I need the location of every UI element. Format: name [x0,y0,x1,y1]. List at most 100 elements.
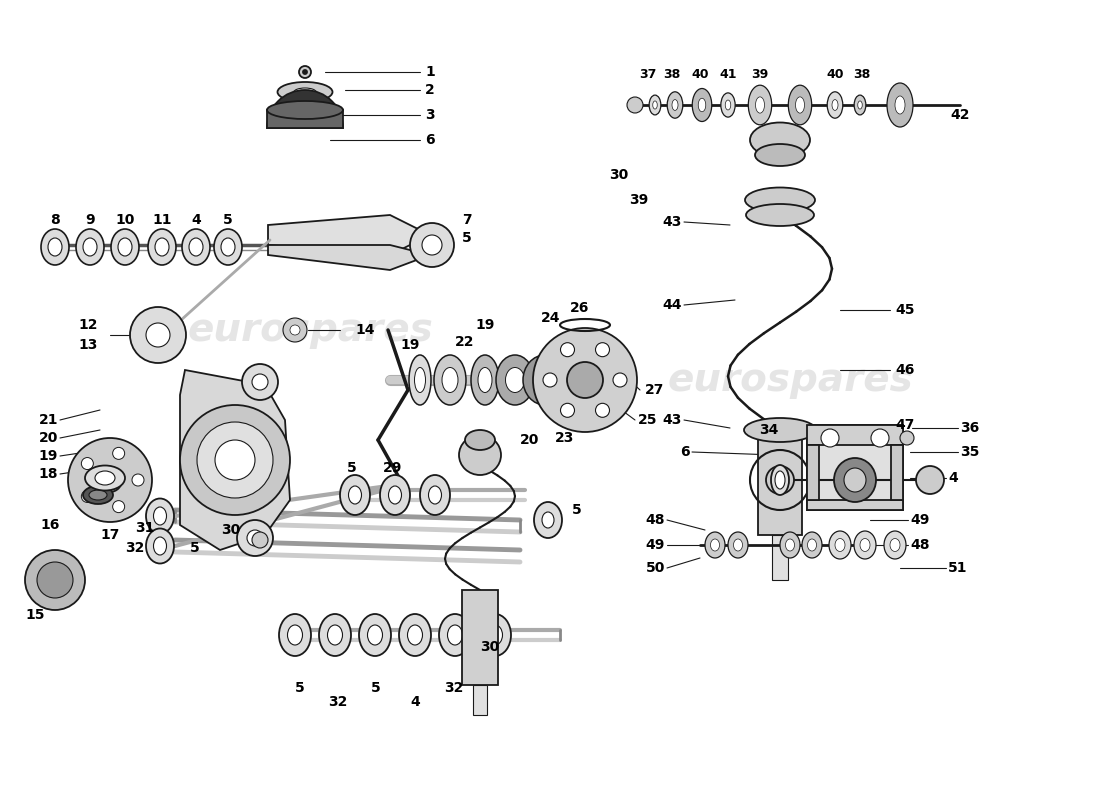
Circle shape [146,323,170,347]
Ellipse shape [407,625,422,645]
Circle shape [482,610,498,626]
Text: 2: 2 [425,83,435,97]
Bar [462,590,498,685]
Text: 19: 19 [39,449,58,463]
Text: eurospares: eurospares [667,361,913,399]
Ellipse shape [434,355,466,405]
Text: 6: 6 [425,133,435,147]
Ellipse shape [734,539,742,551]
Text: 26: 26 [570,301,590,315]
Text: 38: 38 [854,69,870,82]
Circle shape [25,550,85,610]
Circle shape [81,490,94,502]
Text: 51: 51 [948,561,968,575]
Bar [807,425,903,445]
Ellipse shape [146,529,174,563]
Circle shape [821,429,839,447]
Text: 21: 21 [39,413,58,427]
Circle shape [561,403,574,418]
Circle shape [543,373,557,387]
Circle shape [595,342,609,357]
Ellipse shape [829,531,851,559]
Circle shape [197,422,273,498]
Ellipse shape [279,614,311,656]
Ellipse shape [854,95,866,115]
Text: 5: 5 [572,503,582,517]
Ellipse shape [367,625,383,645]
Circle shape [130,307,186,363]
Ellipse shape [429,486,441,504]
Text: 48: 48 [910,538,930,552]
Text: 6: 6 [681,445,690,459]
Text: 5: 5 [348,461,356,475]
Ellipse shape [668,92,683,118]
Text: 27: 27 [645,383,664,397]
Ellipse shape [359,614,390,656]
Ellipse shape [835,538,845,551]
Ellipse shape [755,144,805,166]
Ellipse shape [785,539,794,551]
Ellipse shape [807,539,816,551]
Text: 49: 49 [646,538,666,552]
Text: 20: 20 [520,433,540,447]
Ellipse shape [890,538,900,551]
Text: 32: 32 [125,541,145,555]
Text: 5: 5 [223,213,233,227]
Ellipse shape [711,539,719,551]
Text: 25: 25 [638,413,658,427]
Circle shape [566,362,603,398]
Circle shape [112,447,124,459]
Text: 39: 39 [751,69,769,82]
Ellipse shape [834,458,876,502]
Text: 11: 11 [152,213,172,227]
Text: 46: 46 [895,363,914,377]
Ellipse shape [459,435,500,475]
Text: 41: 41 [719,69,737,82]
Text: 50: 50 [646,561,666,575]
Ellipse shape [827,92,843,118]
Circle shape [627,97,644,113]
Ellipse shape [720,93,735,117]
Circle shape [900,431,914,445]
Bar [807,445,820,500]
Ellipse shape [182,229,210,265]
Text: 47: 47 [895,418,914,432]
Bar [267,110,343,128]
Circle shape [561,342,574,357]
Circle shape [236,520,273,556]
Ellipse shape [148,229,176,265]
Ellipse shape [858,101,862,109]
Text: 17: 17 [100,528,120,542]
Text: 15: 15 [25,608,45,622]
Text: 36: 36 [960,421,979,435]
Text: 30: 30 [608,168,628,182]
Ellipse shape [756,97,764,113]
Bar [891,445,903,500]
Bar [473,685,487,715]
Ellipse shape [267,101,343,119]
Ellipse shape [287,625,303,645]
Text: 24: 24 [540,311,560,325]
Text: 19: 19 [400,338,420,352]
Ellipse shape [420,475,450,515]
Text: 40: 40 [826,69,844,82]
Text: 9: 9 [85,213,95,227]
Text: 30: 30 [481,640,499,654]
Circle shape [422,235,442,255]
Text: 23: 23 [556,431,574,445]
Text: 34: 34 [759,423,778,437]
Text: 20: 20 [39,431,58,445]
Text: 40: 40 [691,69,708,82]
Text: 43: 43 [662,215,682,229]
Polygon shape [268,245,430,270]
Ellipse shape [746,204,814,226]
Ellipse shape [154,537,166,555]
Circle shape [252,374,268,390]
Text: 18: 18 [39,467,58,481]
Text: 38: 38 [663,69,681,82]
Text: 7: 7 [462,213,472,227]
Ellipse shape [478,367,492,393]
Ellipse shape [728,532,748,558]
Text: 8: 8 [51,213,59,227]
Text: 32: 32 [444,681,464,695]
